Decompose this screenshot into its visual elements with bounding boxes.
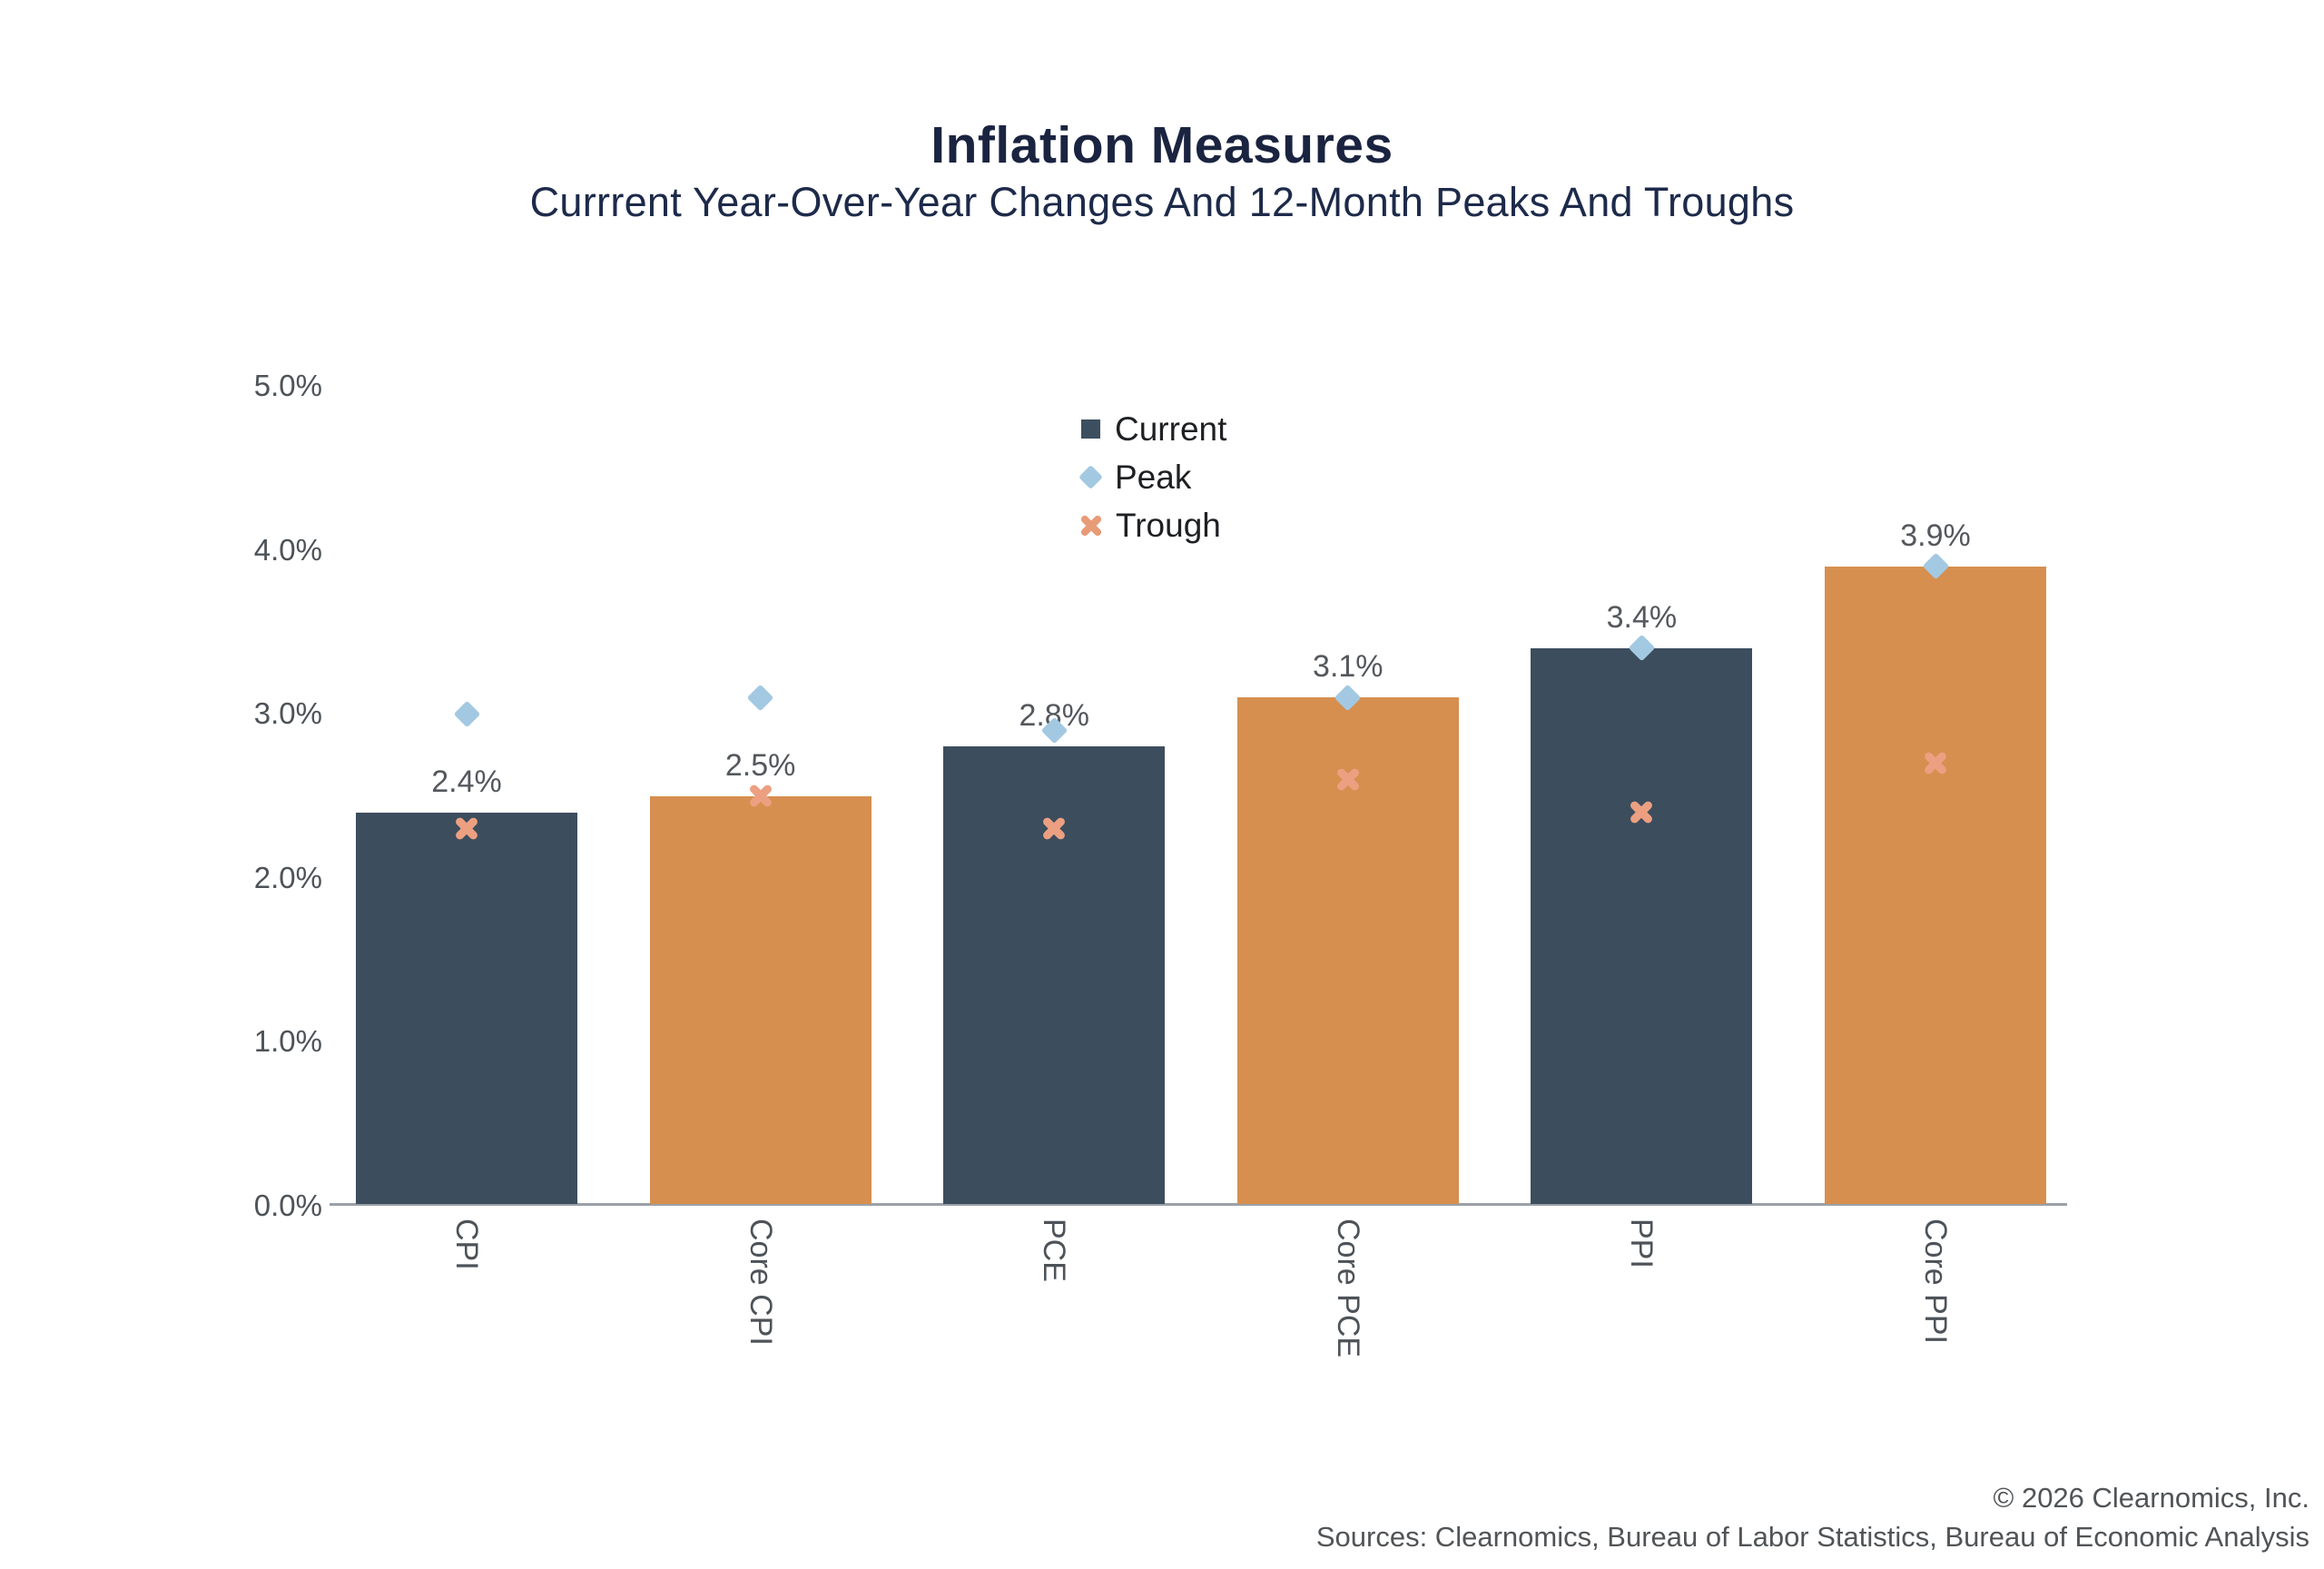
bar-value-label-core-ppi: 3.9% (1900, 518, 1971, 553)
trough-marker-ppi (1629, 799, 1655, 825)
trough-marker-core-pce (1335, 766, 1361, 793)
bar-value-label-ppi: 3.4% (1606, 599, 1678, 635)
y-axis-label-1.0: 1.0% (253, 1024, 322, 1059)
bar-value-label-core-cpi: 2.5% (724, 747, 796, 783)
chart-header: Inflation Measures Currrent Year-Over-Ye… (0, 114, 2324, 229)
trough-marker-cpi (454, 815, 479, 842)
bar-ppi (1531, 647, 1753, 1204)
bar-core-ppi (1825, 566, 2046, 1204)
copyright-text: © 2026 Clearnomics, Inc. (1993, 1482, 2310, 1514)
x-axis-line (330, 1203, 2067, 1206)
y-axis-label-0.0: 0.0% (253, 1189, 322, 1222)
bar-value-label-cpi: 2.4% (431, 764, 502, 799)
legend-label-trough: Trough (1116, 506, 1221, 544)
legend-item-trough: Trough (1076, 501, 1226, 549)
legend: Current Peak Trough (1076, 405, 1226, 549)
bar-pce (943, 746, 1166, 1204)
legend-label-current: Current (1115, 410, 1227, 448)
current-square-icon (1081, 419, 1100, 439)
bar-cpi (356, 812, 577, 1204)
x-axis-label-core-ppi: Core PPI (1918, 1219, 1953, 1344)
y-axis-label-3.0: 3.0% (253, 696, 322, 731)
legend-item-current: Current (1076, 405, 1226, 453)
y-axis-label-4.0: 4.0% (253, 532, 322, 567)
x-axis-label-pce: PCE (1037, 1219, 1072, 1282)
sources-text: Sources: Clearnomics, Bureau of Labor St… (1315, 1521, 2309, 1553)
x-axis-label-cpi: CPI (449, 1219, 484, 1270)
footer: © 2026 Clearnomics, Inc. Sources: Clearn… (1316, 1478, 2309, 1556)
x-axis-label-core-pce: Core PCE (1330, 1219, 1365, 1358)
trough-marker-core-ppi (1923, 750, 1948, 776)
legend-item-peak: Peak (1076, 453, 1226, 501)
peak-marker-cpi (453, 700, 480, 728)
y-axis-label-5.0: 5.0% (253, 369, 322, 402)
peak-marker-core-cpi (746, 684, 774, 711)
trough-marker-pce (1041, 815, 1067, 842)
y-axis-label-2.0: 2.0% (253, 860, 322, 894)
trough-marker-core-cpi (747, 783, 773, 809)
bar-core-cpi (649, 795, 872, 1204)
chart-subtitle: Currrent Year-Over-Year Changes And 12-M… (529, 179, 1795, 225)
chart-title: Inflation Measures (931, 116, 1393, 174)
x-axis-label-core-cpi: Core CPI (743, 1219, 778, 1346)
x-axis-label-ppi: PPI (1624, 1219, 1659, 1268)
legend-label-peak: Peak (1115, 458, 1192, 496)
bar-value-label-core-pce: 3.1% (1313, 649, 1384, 685)
